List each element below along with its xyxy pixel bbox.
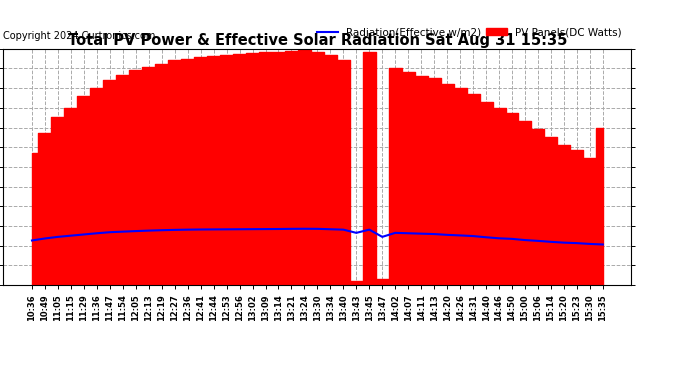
Legend: Radiation(Effective w/m2), PV Panels(DC Watts): Radiation(Effective w/m2), PV Panels(DC … bbox=[313, 23, 626, 42]
Text: Copyright 2024 Curtronics.com: Copyright 2024 Curtronics.com bbox=[3, 32, 156, 41]
Title: Total PV Power & Effective Solar Radiation Sat Aug 31 15:35: Total PV Power & Effective Solar Radiati… bbox=[68, 33, 567, 48]
